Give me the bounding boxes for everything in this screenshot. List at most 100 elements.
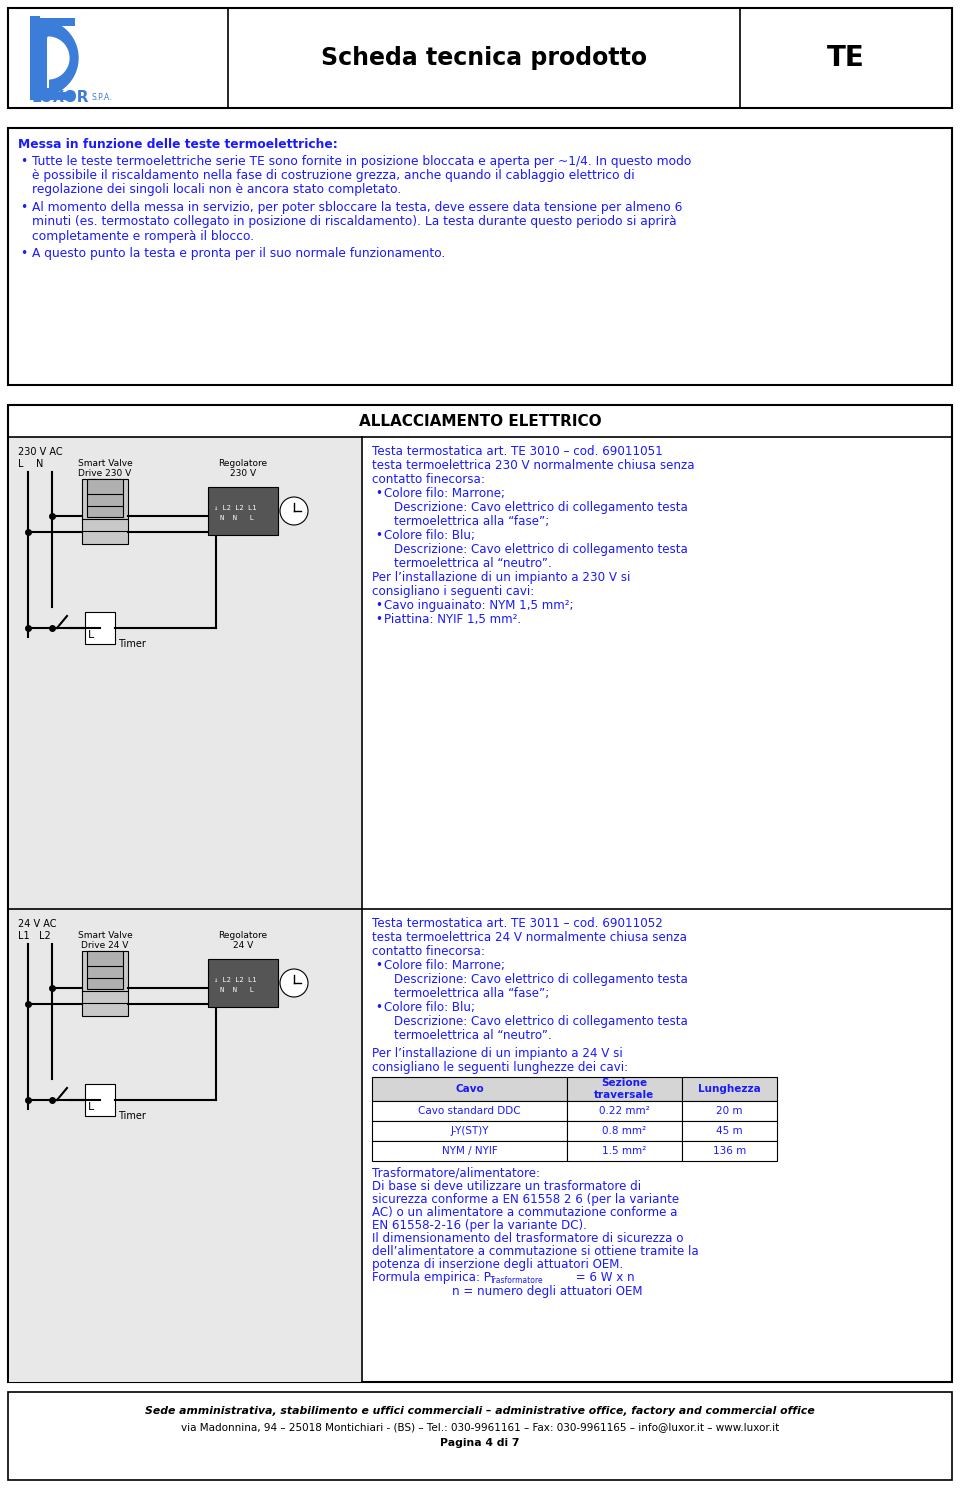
Text: 1.5 mm²: 1.5 mm² — [602, 1146, 647, 1156]
Text: termoelettrica alla “fase”;: termoelettrica alla “fase”; — [394, 516, 549, 527]
Text: •: • — [20, 247, 27, 261]
Text: Il dimensionamento del trasformatore di sicurezza o: Il dimensionamento del trasformatore di … — [372, 1232, 684, 1246]
Text: termoelettrica al “neutro”.: termoelettrica al “neutro”. — [394, 557, 552, 571]
Text: Trasformatore: Trasformatore — [490, 1275, 543, 1284]
Text: Descrizione: Cavo elettrico di collegamento testa: Descrizione: Cavo elettrico di collegame… — [394, 1015, 688, 1028]
Text: Cavo: Cavo — [455, 1085, 484, 1094]
Bar — [8, 1392, 952, 1480]
Text: Timer: Timer — [118, 639, 146, 650]
Bar — [30, 92, 75, 100]
Text: termoelettrica al “neutro”.: termoelettrica al “neutro”. — [394, 1030, 552, 1042]
Bar — [87, 951, 123, 989]
Text: Cavo standard DDC: Cavo standard DDC — [419, 1106, 521, 1116]
Text: Colore filo: Marrone;: Colore filo: Marrone; — [384, 487, 505, 501]
Text: Di base si deve utilizzare un trasformatore di: Di base si deve utilizzare un trasformat… — [372, 1180, 641, 1193]
Text: 230 V AC: 230 V AC — [18, 447, 62, 457]
Text: LUXOR: LUXOR — [32, 89, 89, 104]
Text: Per l’installazione di un impianto a 24 V si: Per l’installazione di un impianto a 24 … — [372, 1047, 623, 1059]
Text: ↓ L2 L2 L1: ↓ L2 L2 L1 — [214, 505, 256, 511]
Text: minuti (es. termostato collegato in posizione di riscaldamento). La testa durant: minuti (es. termostato collegato in posi… — [32, 216, 677, 228]
Bar — [567, 1141, 682, 1161]
Text: Timer: Timer — [118, 1112, 146, 1120]
Text: NYM / NYIF: NYM / NYIF — [442, 1146, 497, 1156]
Bar — [8, 405, 952, 1383]
Text: Sede amministrativa, stabilimento e uffici commerciali – administrative office, : Sede amministrativa, stabilimento e uffi… — [145, 1407, 815, 1416]
Text: testa termoelettrica 230 V normalmente chiusa senza: testa termoelettrica 230 V normalmente c… — [372, 459, 695, 472]
Text: è possibile il riscaldamento nella fase di costruzione grezza, anche quando il c: è possibile il riscaldamento nella fase … — [32, 168, 635, 182]
Text: Piattina: NYIF 1,5 mm².: Piattina: NYIF 1,5 mm². — [384, 612, 521, 626]
Text: L: L — [88, 1103, 94, 1112]
Text: contatto finecorsa:: contatto finecorsa: — [372, 472, 485, 486]
Text: A questo punto la testa e pronta per il suo normale funzionamento.: A questo punto la testa e pronta per il … — [32, 247, 445, 261]
Bar — [82, 951, 128, 1016]
Bar — [30, 18, 75, 25]
Text: N  N   L: N N L — [220, 516, 254, 522]
Text: consigliano i seguenti cavi:: consigliano i seguenti cavi: — [372, 586, 535, 597]
Bar — [208, 487, 278, 535]
Text: Descrizione: Cavo elettrico di collegamento testa: Descrizione: Cavo elettrico di collegame… — [394, 542, 688, 556]
Text: Al momento della messa in servizio, per poter sbloccare la testa, deve essere da: Al momento della messa in servizio, per … — [32, 201, 683, 215]
Text: N  N   L: N N L — [220, 986, 254, 992]
Bar — [9, 909, 361, 1383]
Text: Messa in funzione delle teste termoelettriche:: Messa in funzione delle teste termoelett… — [18, 139, 338, 150]
Circle shape — [280, 968, 308, 997]
Text: Regolatore
230 V: Regolatore 230 V — [219, 459, 268, 478]
Text: Cavo inguainato: NYM 1,5 mm²;: Cavo inguainato: NYM 1,5 mm²; — [384, 599, 573, 612]
Bar — [682, 1077, 777, 1101]
Text: L1   L2: L1 L2 — [18, 931, 51, 942]
Text: completamente e romperà il blocco.: completamente e romperà il blocco. — [32, 229, 254, 243]
Text: •: • — [375, 599, 382, 612]
Circle shape — [280, 498, 308, 524]
Text: 136 m: 136 m — [713, 1146, 746, 1156]
Bar — [8, 128, 952, 384]
Text: •: • — [375, 487, 382, 501]
Text: Lunghezza: Lunghezza — [698, 1085, 761, 1094]
Text: Smart Valve
Drive 230 V: Smart Valve Drive 230 V — [78, 459, 132, 478]
Bar — [682, 1101, 777, 1120]
Text: L    N: L N — [18, 459, 43, 469]
Text: dell’alimentatore a commutazione si ottiene tramite la: dell’alimentatore a commutazione si otti… — [372, 1246, 699, 1258]
Text: L: L — [88, 630, 94, 641]
Text: Descrizione: Cavo elettrico di collegamento testa: Descrizione: Cavo elettrico di collegame… — [394, 501, 688, 514]
Text: Formula empirica: P: Formula empirica: P — [372, 1271, 491, 1284]
Bar — [208, 960, 278, 1007]
Text: •: • — [375, 1001, 382, 1015]
Text: Testa termostatica art. TE 3010 – cod. 69011051: Testa termostatica art. TE 3010 – cod. 6… — [372, 446, 662, 457]
Polygon shape — [48, 37, 69, 88]
Text: TE: TE — [828, 45, 865, 72]
Text: via Madonnina, 94 – 25018 Montichiari - (BS) – Tel.: 030-9961161 – Fax: 030-9961: via Madonnina, 94 – 25018 Montichiari - … — [180, 1421, 780, 1432]
Text: Descrizione: Cavo elettrico di collegamento testa: Descrizione: Cavo elettrico di collegame… — [394, 973, 688, 986]
Bar — [85, 1085, 115, 1116]
Text: Testa termostatica art. TE 3011 – cod. 69011052: Testa termostatica art. TE 3011 – cod. 6… — [372, 916, 662, 930]
Text: ALLACCIAMENTO ELETTRICO: ALLACCIAMENTO ELETTRICO — [359, 414, 601, 429]
Bar — [8, 7, 952, 107]
Text: 0.22 mm²: 0.22 mm² — [599, 1106, 650, 1116]
Text: Per l’installazione di un impianto a 230 V si: Per l’installazione di un impianto a 230… — [372, 571, 631, 584]
Text: Trasformatore/alimentatore:: Trasformatore/alimentatore: — [372, 1167, 540, 1180]
Text: sicurezza conforme a EN 61558 2 6 (per la variante: sicurezza conforme a EN 61558 2 6 (per l… — [372, 1193, 679, 1205]
Text: AC) o un alimentatore a commutazione conforme a: AC) o un alimentatore a commutazione con… — [372, 1205, 678, 1219]
Text: ↓ L2 L2 L1: ↓ L2 L2 L1 — [214, 977, 256, 983]
Text: Smart Valve
Drive 24 V: Smart Valve Drive 24 V — [78, 931, 132, 951]
Text: contatto finecorsa:: contatto finecorsa: — [372, 945, 485, 958]
Text: = 6 W x n: = 6 W x n — [572, 1271, 635, 1284]
Bar — [567, 1077, 682, 1101]
Bar — [372, 1077, 567, 1101]
Text: Regolatore
24 V: Regolatore 24 V — [219, 931, 268, 951]
Text: Colore filo: Marrone;: Colore filo: Marrone; — [384, 960, 505, 971]
Text: J-Y(ST)Y: J-Y(ST)Y — [450, 1126, 489, 1135]
Text: testa termoelettrica 24 V normalmente chiusa senza: testa termoelettrica 24 V normalmente ch… — [372, 931, 687, 945]
Bar — [85, 612, 115, 644]
Text: Scheda tecnica prodotto: Scheda tecnica prodotto — [321, 46, 647, 70]
Bar — [567, 1120, 682, 1141]
Bar — [9, 437, 361, 909]
Bar — [567, 1101, 682, 1120]
Bar — [30, 16, 40, 100]
Text: •: • — [20, 155, 27, 167]
Text: regolazione dei singoli locali non è ancora stato completato.: regolazione dei singoli locali non è anc… — [32, 183, 401, 197]
Text: potenza di inserzione degli attuatori OEM.: potenza di inserzione degli attuatori OE… — [372, 1258, 623, 1271]
Text: •: • — [20, 201, 27, 215]
Bar — [372, 1141, 567, 1161]
Bar — [372, 1101, 567, 1120]
Bar — [372, 1120, 567, 1141]
